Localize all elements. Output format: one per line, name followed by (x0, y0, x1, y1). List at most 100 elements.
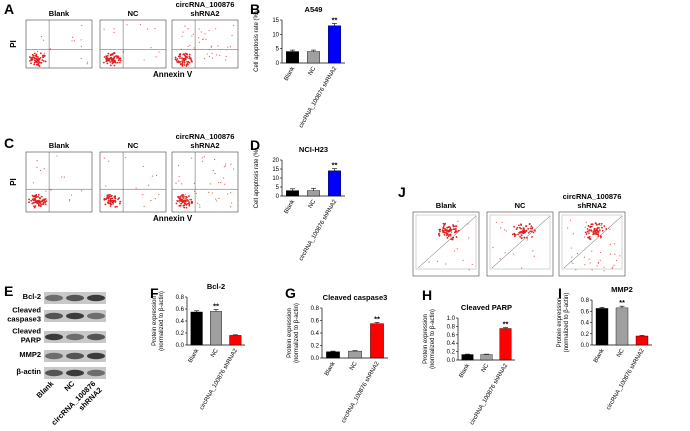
event-dot (530, 230, 533, 233)
event-dot (445, 232, 448, 235)
event-dot (189, 57, 192, 60)
event-dot (185, 65, 188, 67)
event-dot (598, 229, 601, 232)
blot-band (87, 312, 105, 320)
flow-title: Blank (49, 9, 70, 18)
y-axis-label: (normalized to β-actin) (159, 291, 165, 351)
event-dot (39, 202, 42, 205)
event-dot (210, 46, 212, 48)
bar (190, 311, 203, 346)
event-dot (516, 226, 519, 229)
event-dot (37, 64, 40, 67)
y-tick-label: 0.6 (581, 309, 590, 315)
event-dot (37, 193, 40, 196)
bar (370, 323, 384, 359)
event-dot (445, 263, 447, 265)
event-dot (178, 57, 181, 60)
event-dot (517, 233, 519, 236)
event-dot (175, 59, 178, 62)
event-dot (428, 261, 430, 263)
event-dot (204, 33, 206, 35)
bar (286, 51, 300, 64)
event-dot (199, 206, 201, 208)
gate-box (561, 214, 623, 270)
event-dot (594, 232, 596, 235)
event-dot (184, 57, 187, 60)
event-dot (592, 233, 595, 236)
event-dot (194, 190, 196, 193)
event-dot (193, 47, 195, 49)
bar (326, 351, 340, 359)
event-dot (37, 201, 40, 204)
event-dot (225, 163, 227, 165)
event-dot (468, 237, 470, 239)
event-dot (188, 55, 191, 58)
event-dot (455, 230, 458, 233)
event-dot (33, 61, 36, 64)
flow-title: Blank (49, 141, 70, 150)
event-dot (214, 173, 216, 175)
event-dot (50, 189, 52, 191)
event-dot (103, 28, 105, 30)
event-dot (63, 176, 65, 178)
event-dot (188, 198, 190, 201)
event-dot (39, 56, 42, 59)
event-dot (531, 236, 533, 238)
blot-band (45, 369, 63, 377)
event-dot (521, 267, 523, 269)
event-dot (39, 196, 41, 199)
event-dot (572, 233, 574, 235)
event-dot (523, 236, 526, 239)
event-dot (178, 53, 181, 56)
y-axis-label: Protein expression (287, 308, 293, 358)
bar (328, 25, 342, 64)
event-dot (203, 38, 205, 40)
blot-band (45, 294, 63, 302)
event-dot (39, 169, 42, 172)
panel-letter: H (422, 287, 432, 303)
event-dot (30, 58, 33, 61)
event-dot (109, 64, 112, 67)
event-dot (589, 238, 592, 241)
event-dot (612, 266, 614, 268)
event-dot (189, 44, 191, 46)
event-dot (609, 244, 611, 246)
event-dot (596, 224, 598, 226)
event-dot (45, 190, 47, 192)
event-dot (194, 48, 196, 50)
event-dot (44, 203, 47, 206)
event-dot (180, 194, 183, 197)
event-dot (599, 251, 602, 254)
event-dot (519, 236, 522, 238)
event-dot (597, 262, 599, 264)
x-tick-label: circRNA_100876 shRNA2 (298, 198, 338, 262)
event-dot (219, 54, 221, 56)
event-dot (203, 156, 205, 158)
event-dot (154, 28, 156, 30)
bar (286, 190, 300, 197)
event-dot (198, 41, 201, 43)
event-dot (40, 203, 42, 206)
event-dot (443, 223, 446, 226)
event-dot (29, 60, 31, 62)
event-dot (150, 47, 152, 49)
event-dot (220, 182, 222, 184)
event-dot (603, 225, 606, 227)
event-dot (105, 198, 108, 200)
y-tick-label: 1.0 (447, 316, 456, 322)
event-dot (36, 160, 38, 162)
bar (615, 307, 629, 346)
y-tick-label: 10 (272, 32, 279, 38)
event-dot (111, 200, 114, 203)
event-dot (35, 196, 38, 198)
event-dot (452, 225, 455, 228)
blot-band (87, 369, 105, 377)
event-dot (575, 269, 577, 271)
event-dot (36, 166, 38, 169)
event-dot (135, 187, 137, 189)
event-dot (183, 200, 185, 203)
event-dot (200, 31, 202, 33)
event-dot (148, 184, 150, 186)
event-dot (230, 192, 232, 194)
